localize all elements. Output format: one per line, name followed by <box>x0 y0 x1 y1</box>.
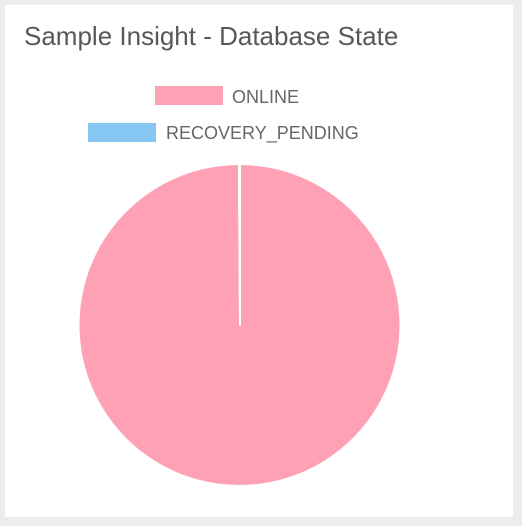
legend-item-recovery-pending[interactable]: RECOVERY_PENDING <box>88 123 359 144</box>
legend-label-recovery-pending: RECOVERY_PENDING <box>166 123 359 144</box>
legend-swatch-online <box>155 86 223 105</box>
pie-slices <box>77 162 402 487</box>
pie-slice-recovery-pending[interactable] <box>237 162 241 326</box>
legend-label-online: ONLINE <box>232 87 299 107</box>
legend-swatch-recovery-pending <box>88 123 156 142</box>
widget-title: Sample Insight - Database State <box>24 21 399 51</box>
legend-item-online[interactable]: ONLINE <box>155 86 299 107</box>
chart-legend: ONLINE RECOVERY_PENDING <box>88 86 359 144</box>
